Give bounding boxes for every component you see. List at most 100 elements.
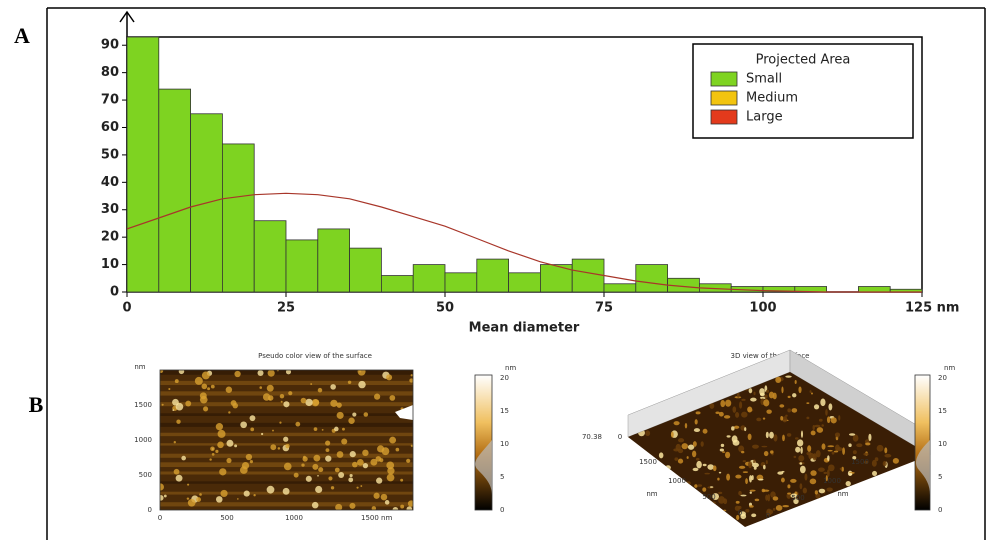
afm-grain <box>379 458 383 462</box>
afm-grain <box>400 479 403 482</box>
afm-peak <box>765 495 768 501</box>
afm-grain <box>244 491 250 497</box>
afm-peak <box>805 474 808 481</box>
afm-peak <box>750 398 756 402</box>
bar <box>318 229 350 292</box>
bar <box>254 221 286 292</box>
afm-peak <box>811 431 816 436</box>
afm-x-tick: 1000 <box>285 514 303 522</box>
afm-grain <box>284 463 292 471</box>
afm-peak <box>865 442 870 445</box>
afm-peak <box>785 415 788 417</box>
afm-peak <box>678 459 683 464</box>
afm-peak <box>893 458 899 464</box>
afm-grain <box>234 444 237 447</box>
afm-peak <box>813 425 815 430</box>
afm-grain <box>158 495 164 501</box>
afm-peak <box>872 471 877 476</box>
afm-grain <box>406 459 410 463</box>
afm-grain <box>389 437 396 444</box>
afm-peak <box>835 432 840 437</box>
afm-grain <box>315 486 322 493</box>
afm-grain <box>326 448 330 452</box>
afm-grain <box>176 420 180 424</box>
afm-peak <box>761 446 767 448</box>
afm-grain <box>272 430 274 432</box>
afm-peak <box>766 460 768 464</box>
afm-peak <box>732 435 738 442</box>
afm-grain <box>172 409 174 411</box>
afm-grain <box>220 490 227 497</box>
afm-peak <box>806 402 809 404</box>
afm-peak <box>795 437 799 439</box>
afm-grain <box>185 401 191 407</box>
afm-peak <box>696 458 700 461</box>
afm-peak <box>766 432 769 438</box>
afm-grain <box>196 497 201 502</box>
afm-3d-tick: 0 <box>766 512 770 520</box>
afm-grain <box>232 403 238 409</box>
afm-grain <box>234 371 240 377</box>
afm-peak <box>719 472 722 474</box>
afm-grain <box>210 446 215 451</box>
afm-grain <box>295 422 300 427</box>
afm-peak <box>710 486 713 488</box>
afm-peak <box>834 451 838 453</box>
afm-peak <box>884 454 891 458</box>
afm-grain <box>218 430 226 438</box>
colorbar-tick: 20 <box>500 374 509 382</box>
afm-peak <box>744 427 746 431</box>
afm-grain <box>301 398 307 404</box>
afm-stripe <box>160 423 413 427</box>
afm-grain <box>268 370 275 377</box>
y-tick-label: 40 <box>101 175 119 190</box>
afm-peak <box>868 434 871 441</box>
afm-peak <box>659 452 664 458</box>
afm-grain <box>325 440 330 445</box>
afm-grain <box>226 440 233 447</box>
afm-grain <box>328 476 332 480</box>
afm-peak <box>872 460 877 467</box>
afm-grain <box>330 384 336 390</box>
afm-y-tick: 1500 <box>134 401 152 409</box>
x-tick-label: 125 nm <box>905 301 959 316</box>
afm-peak <box>752 445 759 449</box>
afm-peak <box>863 453 868 456</box>
afm-grain <box>250 427 254 431</box>
afm-peak <box>849 473 852 475</box>
afm-grain <box>257 370 263 376</box>
legend-label: Small <box>746 72 782 87</box>
afm-peak <box>827 455 829 461</box>
afm-grain <box>382 447 390 455</box>
afm-grain <box>267 486 275 494</box>
afm-3d-tick: 500 <box>791 494 804 502</box>
afm-peak <box>718 496 725 504</box>
afm-peak <box>827 416 830 423</box>
bar <box>286 240 318 292</box>
afm-peak <box>814 404 819 409</box>
afm-y-tick: 1000 <box>134 436 152 444</box>
afm-peak <box>775 377 781 383</box>
afm-x-tick: 0 <box>158 514 162 522</box>
afm-grain <box>202 371 210 379</box>
afm-grain <box>283 401 289 407</box>
legend-label: Large <box>746 110 783 125</box>
afm-peak <box>695 419 698 424</box>
afm-peak <box>785 376 792 378</box>
panel-label: A <box>14 23 30 48</box>
afm-grain <box>337 451 344 458</box>
afm-peak <box>794 456 797 458</box>
bar <box>572 259 604 292</box>
afm-3d-tick: 500 <box>702 493 715 501</box>
x-tick-label: 25 <box>277 301 295 316</box>
x-tick-label: 100 <box>749 301 776 316</box>
afm-grain <box>281 401 283 403</box>
afm-grain <box>318 467 323 472</box>
x-axis-title: Mean diameter <box>469 321 580 336</box>
afm-grain <box>157 483 164 490</box>
legend-label: Medium <box>746 91 798 106</box>
afm-grain <box>312 502 319 509</box>
y-tick-label: 90 <box>101 38 119 53</box>
afm-grain <box>176 403 184 411</box>
afm-peak <box>842 447 845 454</box>
